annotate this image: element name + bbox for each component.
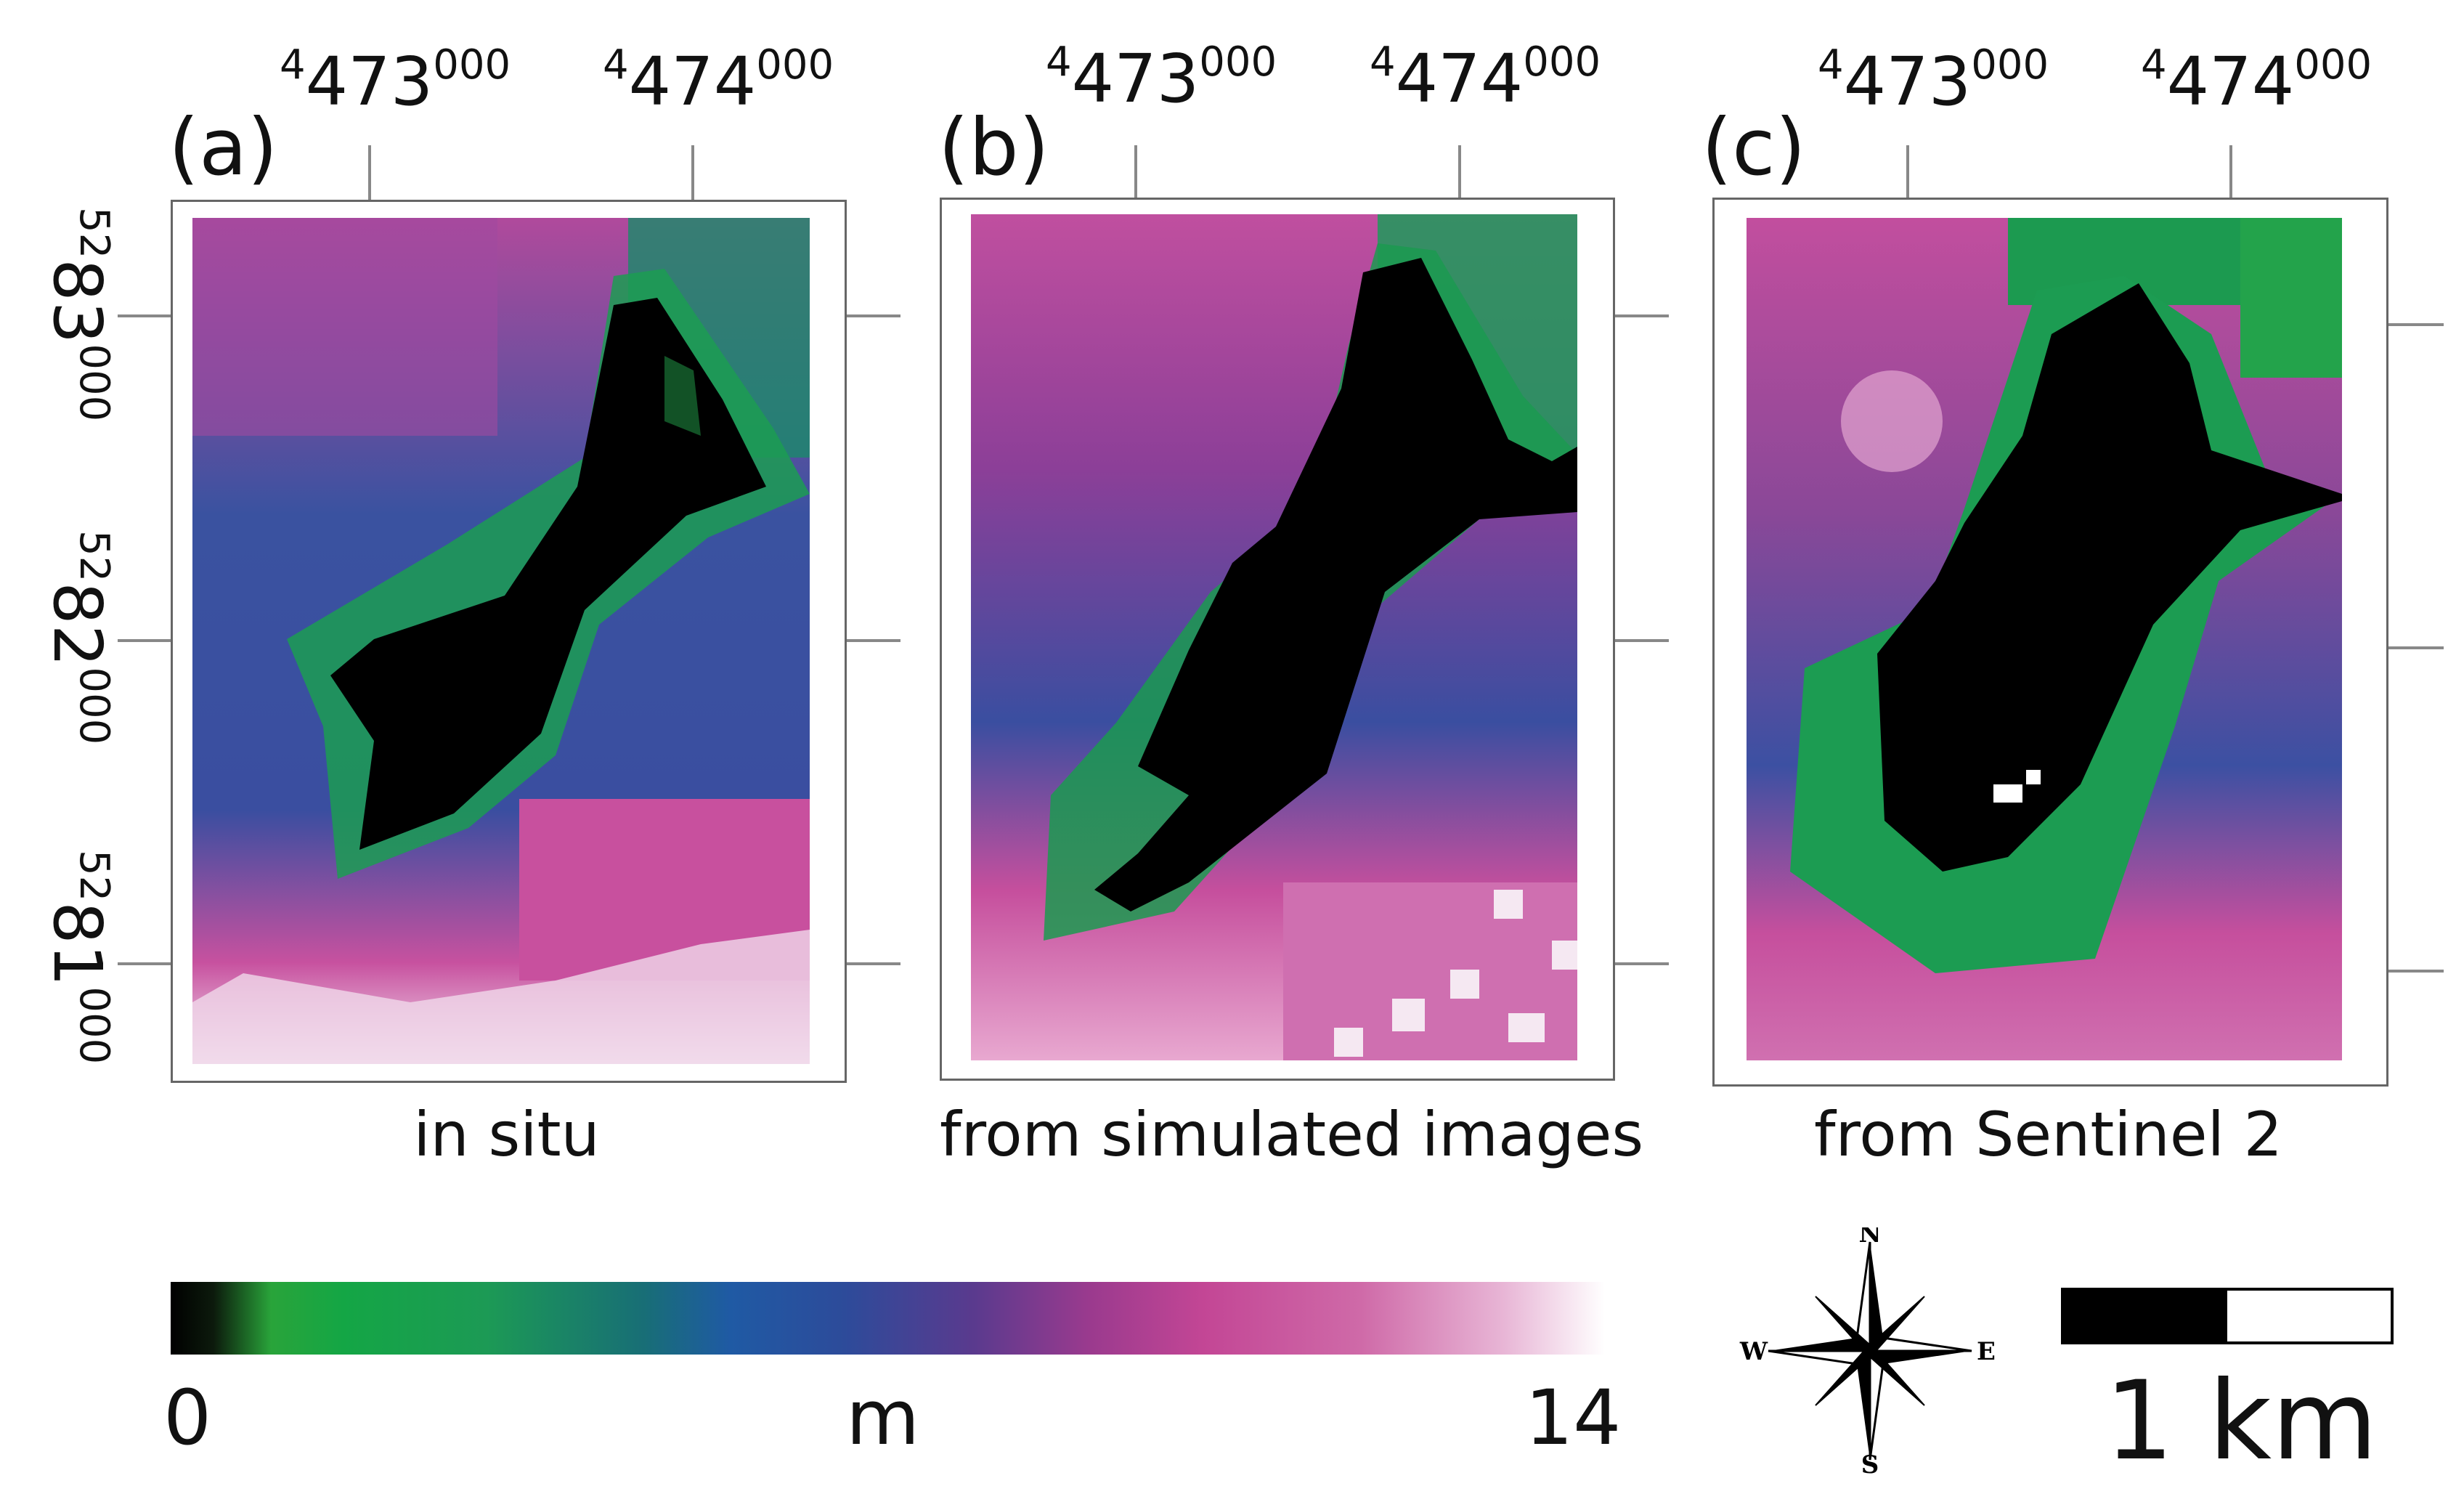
compass-n: N (1858, 1227, 1881, 1249)
colorbar-min-label: 0 (163, 1373, 212, 1462)
compass-s: S (1861, 1450, 1879, 1474)
compass-w: W (1739, 1337, 1768, 1366)
caption-b: from simulated images (940, 1099, 1644, 1170)
x-tick-474-a: 4474000 (603, 41, 834, 121)
x-tick-474-c: 4474000 (2141, 41, 2372, 121)
x-tick-mark-a2 (691, 145, 694, 200)
depth-map-in-situ (192, 218, 810, 1064)
depth-colorbar (171, 1282, 1605, 1355)
right-tick-b1 (1611, 314, 1669, 317)
y-tick-mark-82 (118, 639, 172, 642)
depth-map-simulated (971, 214, 1577, 1060)
panel-c-label: (c) (1701, 102, 1806, 193)
right-tick-c2 (2386, 646, 2444, 649)
right-tick-b2 (1611, 639, 1669, 642)
x-tick-473-b: 4473000 (1046, 38, 1277, 118)
scale-bar (2061, 1288, 2394, 1344)
right-tick-c1 (2386, 323, 2444, 326)
panel-b-label: (b) (938, 102, 1049, 193)
right-tick-a1 (842, 314, 900, 317)
x-tick-mark-c1 (1906, 145, 1909, 200)
compass-rose-icon: N S E W (1739, 1227, 1996, 1474)
x-tick-mark-c2 (2229, 145, 2232, 200)
scale-bar-white-segment (2227, 1291, 2391, 1341)
colorbar-unit-label: m (846, 1373, 920, 1462)
x-tick-mark-b2 (1458, 145, 1461, 200)
caption-c: from Sentinel 2 (1813, 1099, 2283, 1170)
x-tick-473-c: 4473000 (1818, 41, 2049, 121)
scale-bar-black-segment (2064, 1291, 2227, 1341)
y-tick-82: 5282000 (38, 530, 118, 745)
y-tick-mark-83 (118, 314, 172, 317)
compass-e: E (1977, 1337, 1996, 1366)
x-tick-mark-b1 (1134, 145, 1137, 200)
right-tick-c3 (2386, 970, 2444, 973)
panel-a-label: (a) (168, 102, 278, 193)
right-tick-a3 (842, 962, 900, 965)
scale-label: 1 km (2105, 1358, 2378, 1485)
x-tick-mark-a1 (368, 145, 371, 200)
right-tick-a2 (842, 639, 900, 642)
x-tick-473-a: 4473000 (280, 41, 511, 121)
caption-a: in situ (413, 1099, 600, 1170)
x-tick-474-b: 4474000 (1370, 38, 1601, 118)
right-tick-b3 (1611, 962, 1669, 965)
colorbar-max-label: 14 (1525, 1373, 1622, 1462)
y-tick-81: 5281000 (38, 850, 118, 1065)
depth-map-sentinel2 (1747, 218, 2342, 1060)
y-tick-83: 5283000 (38, 207, 118, 422)
y-tick-mark-81 (118, 962, 172, 965)
